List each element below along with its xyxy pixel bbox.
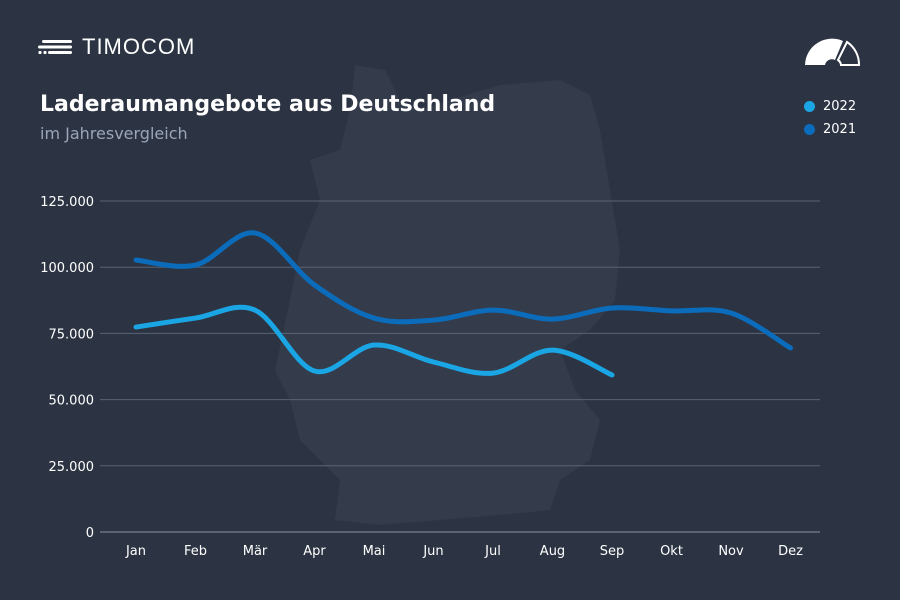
x-tick-label: Jul	[484, 544, 501, 559]
x-tick-label: Apr	[303, 544, 326, 559]
timocom-lines-icon	[38, 40, 72, 55]
y-tick-label: 0	[86, 526, 94, 541]
y-tick-label: 75.000	[49, 327, 95, 342]
germany-map-silhouette	[275, 65, 620, 525]
legend: 2022 2021	[804, 95, 856, 141]
timocom-logo: TIMOCOM	[38, 34, 195, 60]
x-tick-label: Nov	[718, 544, 744, 559]
legend-item-2022: 2022	[804, 95, 856, 118]
x-tick-label: Jan	[125, 544, 146, 559]
chart-title: Laderaumangebote aus Deutschland	[40, 92, 496, 117]
legend-item-2021: 2021	[804, 118, 856, 141]
y-tick-label: 25.000	[49, 460, 95, 475]
x-tick-label: Jun	[422, 544, 443, 559]
x-tick-label: Mai	[363, 544, 386, 559]
y-tick-label: 125.000	[40, 195, 94, 210]
y-tick-label: 100.000	[40, 261, 94, 276]
legend-label: 2022	[823, 99, 857, 114]
legend-label: 2021	[823, 122, 857, 137]
legend-dot-2022	[804, 101, 815, 112]
x-tick-label: Dez	[778, 544, 803, 559]
y-tick-label: 50.000	[49, 394, 95, 409]
gauge-icon	[805, 38, 861, 66]
x-tick-label: Sep	[600, 544, 625, 559]
legend-dot-2021	[804, 124, 815, 135]
x-tick-label: Mär	[243, 544, 268, 559]
brand-name: TIMOCOM	[82, 34, 196, 59]
x-tick-label: Aug	[540, 544, 565, 559]
series-line-2021	[133, 230, 793, 351]
x-tick-label: Okt	[660, 544, 683, 559]
x-tick-label: Feb	[184, 544, 207, 559]
chart-subtitle: im Jahresvergleich	[40, 124, 188, 143]
